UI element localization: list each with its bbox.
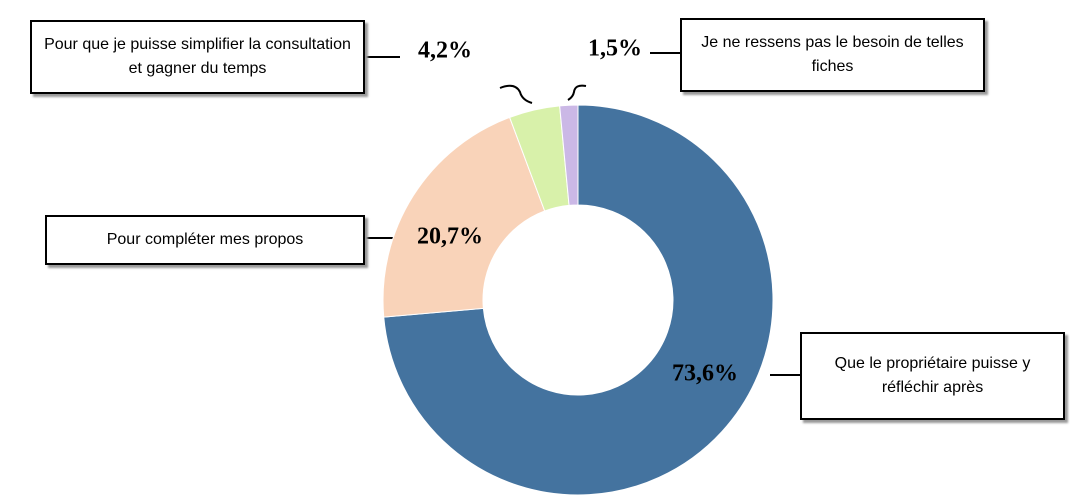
connectors — [365, 52, 800, 376]
label-box: Je ne ressens pas le besoin de telles fi… — [680, 18, 985, 92]
segment — [382, 116, 546, 318]
value-label: 20,7% — [417, 224, 483, 250]
connector — [499, 84, 533, 104]
connector — [567, 84, 587, 101]
label-box: Pour compléter mes propos — [45, 215, 365, 265]
value-label: 4,2% — [418, 38, 472, 64]
segment — [383, 104, 774, 496]
label-box: Pour que je puisse simplifier la consult… — [30, 20, 365, 94]
value-label: 73,6% — [672, 361, 738, 387]
value-label: 1,5% — [588, 36, 642, 62]
segment — [559, 104, 579, 206]
label-box: Que le propriétaire puisse y réfléchir a… — [800, 332, 1065, 420]
